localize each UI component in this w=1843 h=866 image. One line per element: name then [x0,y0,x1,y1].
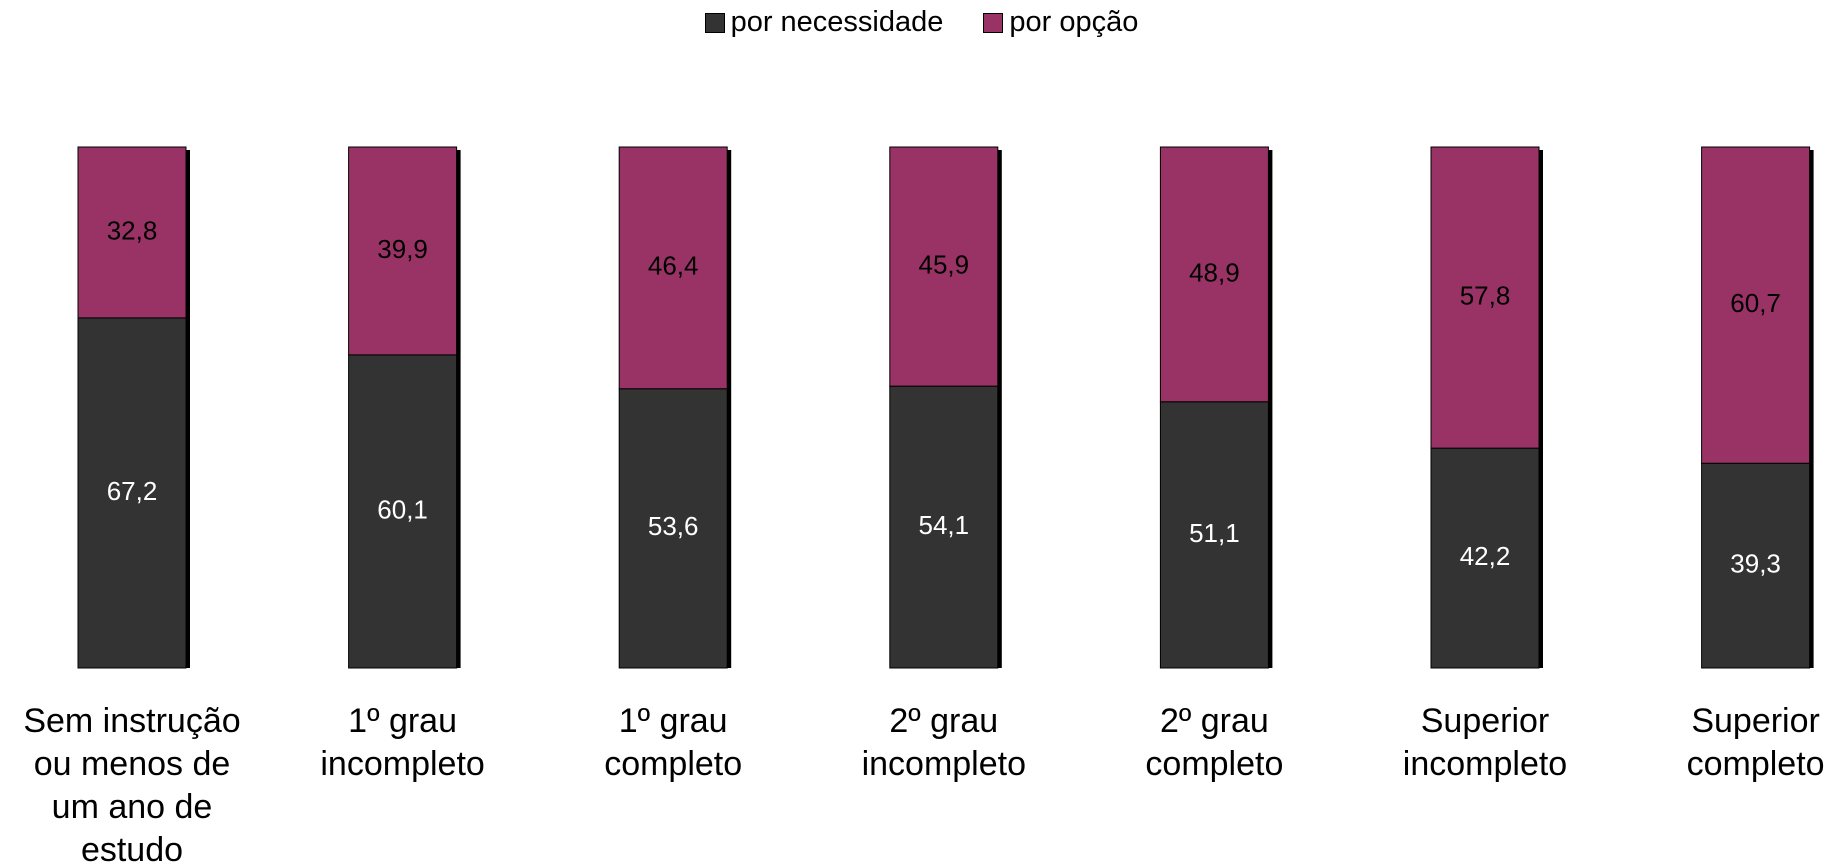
x-tick-label: Superior completo [1686,702,1825,783]
data-label: 53,6 [648,511,699,541]
data-label: 60,7 [1730,288,1781,318]
legend-swatch [983,12,1004,33]
bar-segment [618,388,728,669]
x-tick-label: 1º grau completo [604,702,743,783]
bar-segment [889,146,999,387]
bar-segment [1159,401,1269,669]
bar-segment [77,317,187,669]
data-label: 46,4 [648,251,699,281]
legend: por necessidade por opção [0,6,1843,39]
bar-segment [1701,146,1811,464]
legend-label: por necessidade [730,6,944,38]
bar-segment [618,146,728,390]
x-tick-label: Sem instrução ou menos de um ano de estu… [23,702,241,866]
bar-segment [1430,447,1540,669]
data-label: 67,2 [107,476,158,506]
data-label: 39,3 [1730,548,1781,578]
data-label: 32,8 [107,215,158,245]
legend-item: por opção [983,6,1138,39]
bar-segment [889,385,999,669]
data-label: 39,9 [377,234,428,264]
data-label: 51,1 [1189,518,1240,548]
x-tick-label: 1º grau incompleto [320,702,485,783]
bar-segment [348,146,458,356]
bar-segment [1701,462,1811,669]
bar-segment [1430,146,1540,449]
data-label: 42,2 [1460,541,1511,571]
legend-item: por necessidade [704,6,944,39]
data-label: 57,8 [1460,280,1511,310]
legend-swatch [704,12,725,33]
data-label: 48,9 [1189,257,1240,287]
data-label: 54,1 [918,510,969,540]
x-tick-label: Superior incompleto [1402,702,1568,783]
legend-label: por opção [1009,6,1139,38]
bar-segment [1159,146,1269,403]
bar-segment [77,146,187,319]
x-tick-label: 2º grau incompleto [861,702,1026,783]
data-label: 45,9 [918,249,969,279]
data-label: 60,1 [377,494,428,524]
x-tick-label: 2º grau completo [1145,702,1284,783]
